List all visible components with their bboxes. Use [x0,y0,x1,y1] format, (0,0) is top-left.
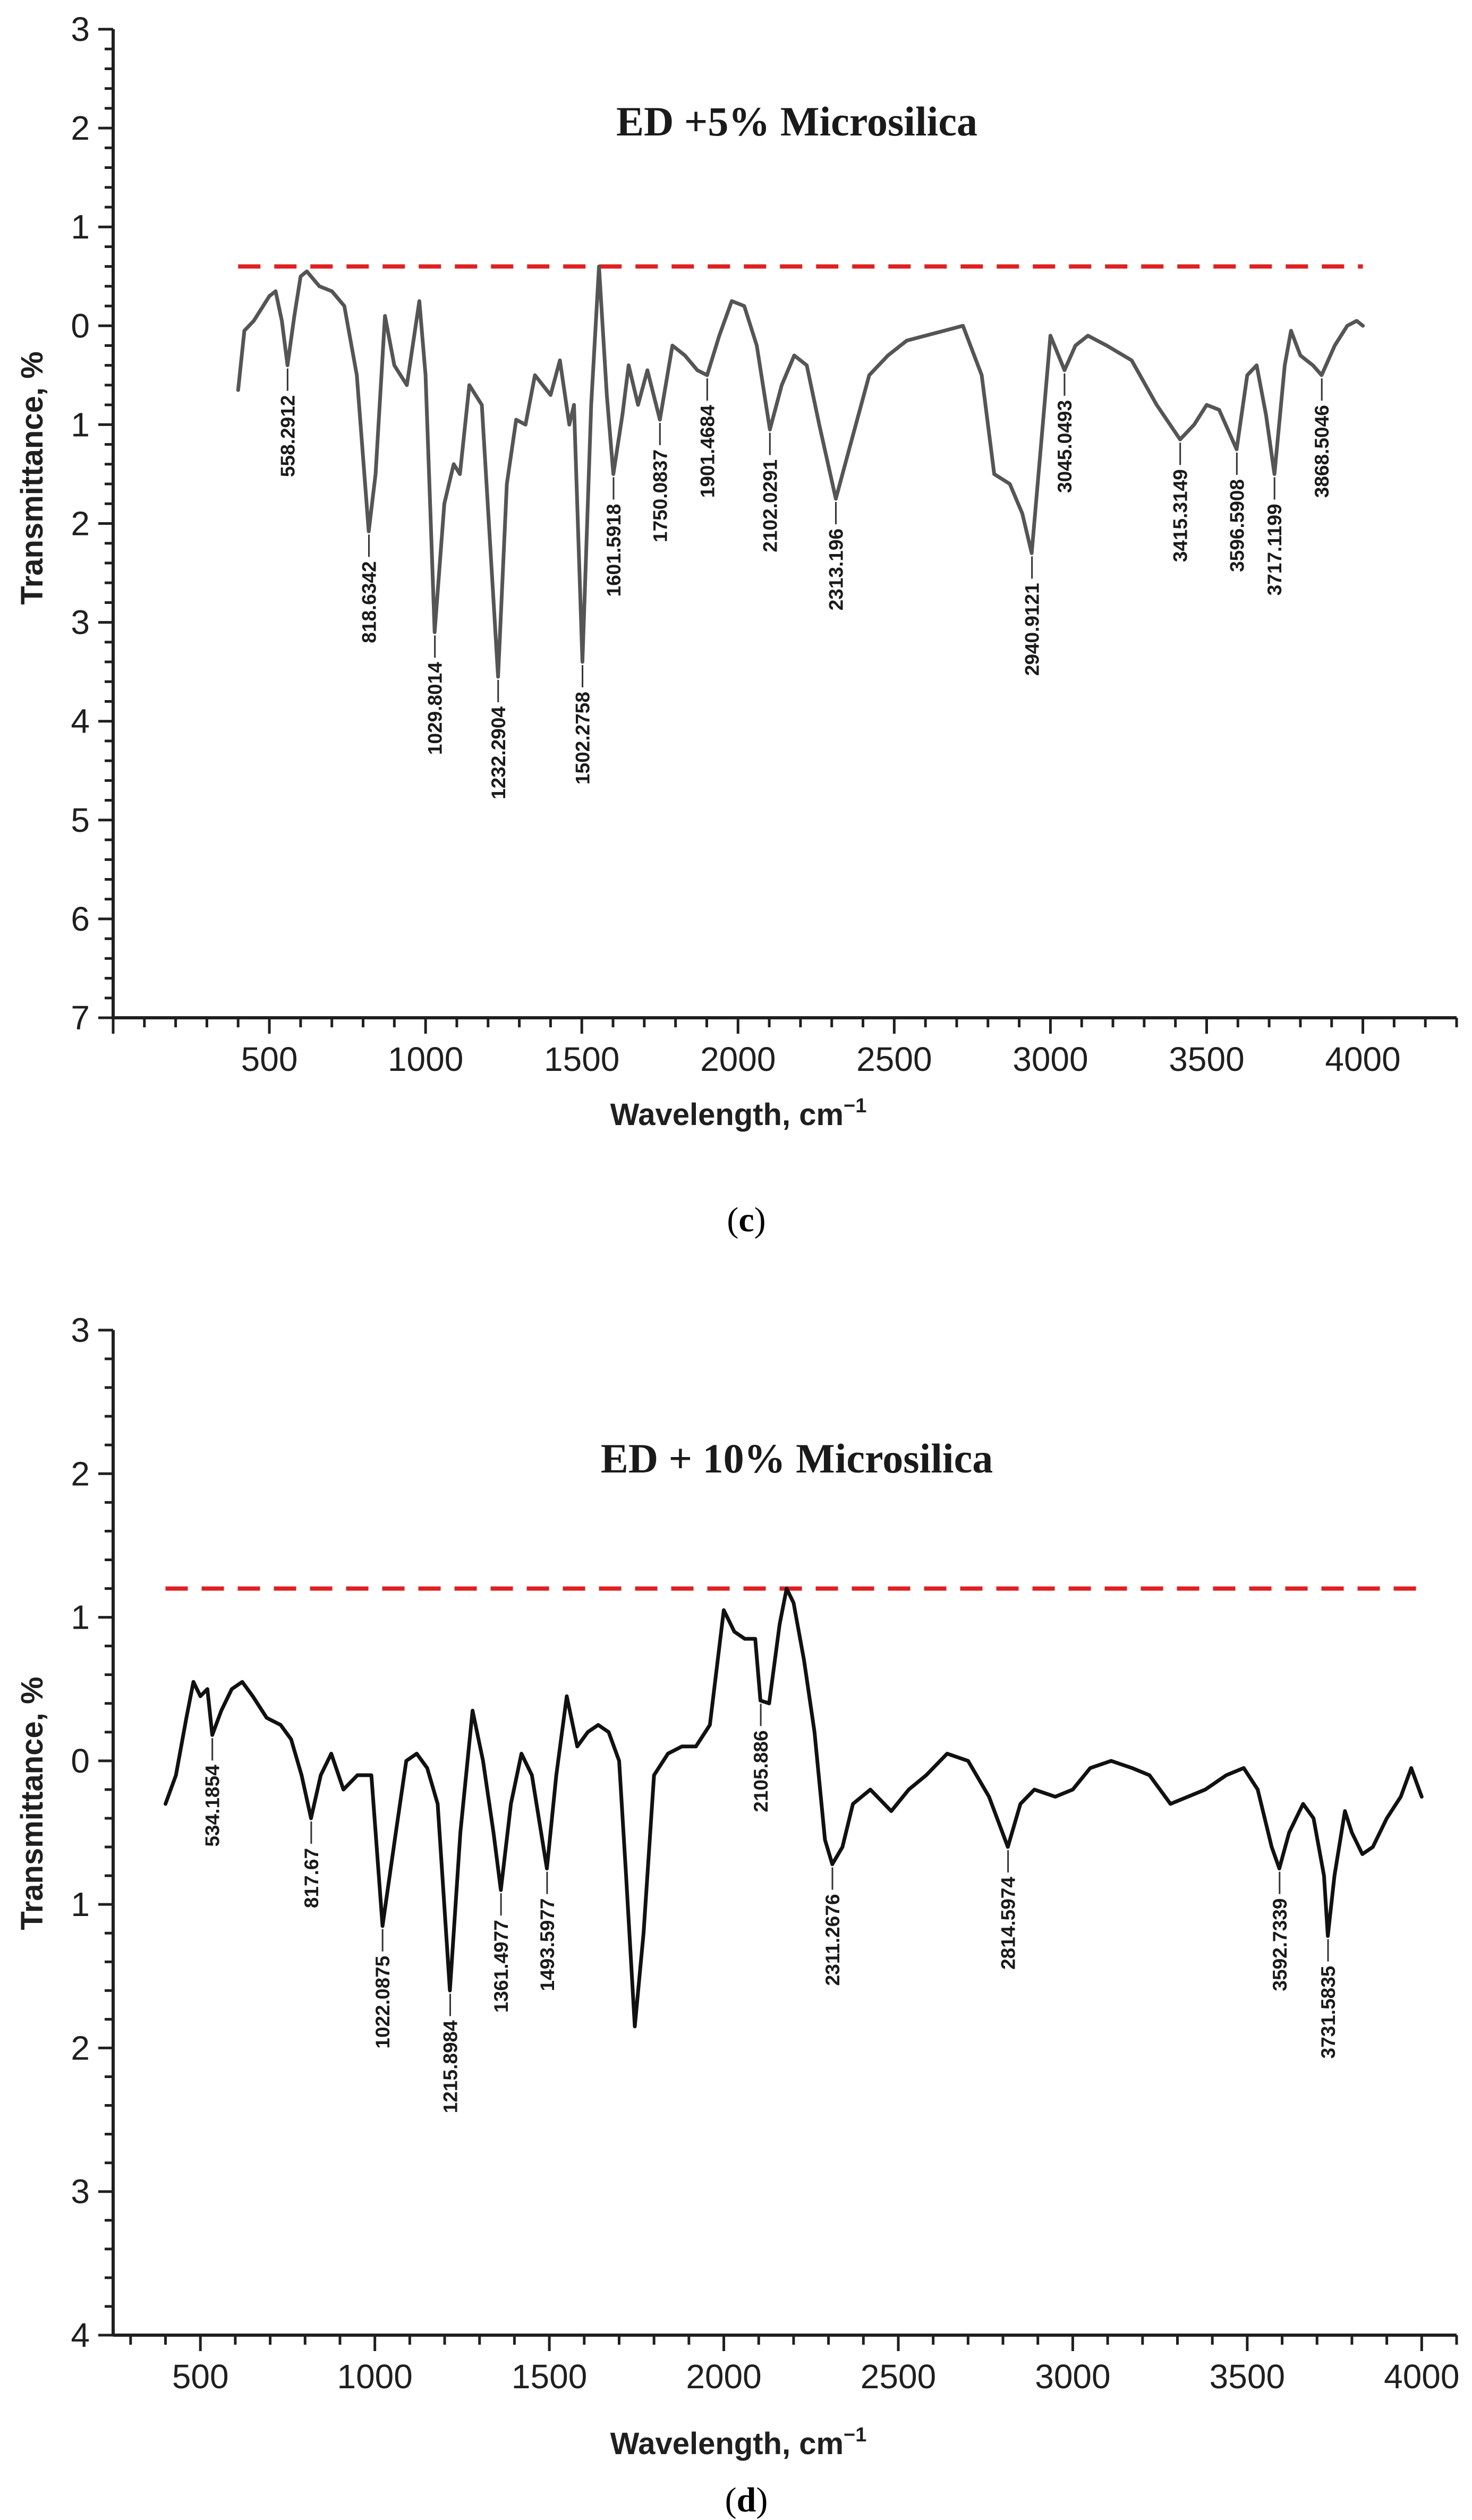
caption-open-d: ( [725,2481,737,2519]
y-tick-label: 1 [71,1598,90,1637]
peak-label: 3415.3149 [1170,469,1192,562]
x-tick-label: 3000 [1012,1040,1088,1078]
peak-label: 3045.0493 [1054,400,1076,493]
peak-annotations-c: 558.2912 818.6342 1029.8014 1232.2904 1502.2… [277,368,1333,799]
x-tick-label: 2000 [700,1040,776,1078]
peak-label: 3596.5908 [1226,479,1248,572]
caption-letter-d: d [737,2481,756,2519]
x-axis-label-c: Wavelength, cm−1 [610,1095,867,1132]
chart-title-d: ED + 10% Microsilica [601,1435,993,1482]
peak-label: 1361.4977 [490,1920,512,2013]
peak-label: 558.2912 [277,395,299,477]
y-tick-label: 3 [71,603,90,642]
peak-label: 1493.5977 [537,1898,558,1991]
peak-label: 2311.2676 [822,1894,844,1986]
peak-label: 3717.1199 [1264,504,1286,595]
peak-annotations-d: 534.1854 817.67 1022.0875 1215.8984 1361.497… [202,1704,1339,2113]
chart-title-c: ED +5% Microsilica [616,98,977,144]
y-tick-label: 5 [71,801,90,839]
y-tick-label: 3 [71,10,90,48]
x-tick-label: 4000 [1384,2357,1459,2396]
y-tick-label: 3 [71,2173,90,2211]
x-axis-label-text-d: Wavelength, cm [610,2427,844,2461]
caption-letter-c: c [738,1201,754,1239]
y-tick-label: 2 [71,1454,90,1493]
x-tick-label: 1000 [388,1040,463,1078]
x-tick-label: 1500 [544,1040,619,1078]
caption-close-d: ) [756,2481,768,2519]
peak-label: 1232.2904 [488,706,509,799]
y-tick-label: 1 [71,208,90,246]
y-tick-label: 7 [71,999,90,1037]
x-tick-label: 1500 [512,2357,587,2396]
panel-caption-c: (c) [727,1201,765,1239]
peak-label: 1022.0875 [372,1956,394,2049]
x-axis-label-text-c: Wavelength, cm [610,1097,844,1132]
x-tick-label: 4000 [1325,1040,1400,1078]
peak-label: 2105.886 [750,1730,772,1812]
axis-ticks-d: 3 2 1 0 1 2 3 4 500 1000 1500 2000 2500 3000 3500 4000 [71,1311,1459,2396]
peak-label: 1029.8014 [424,662,446,755]
caption-close-c: ) [754,1201,766,1239]
peak-label: 1215.8984 [439,2020,461,2113]
y-tick-label: 4 [71,702,90,740]
peak-label: 2814.5974 [998,1877,1019,1970]
y-tick-label: 0 [71,307,90,345]
x-axis-label-superscript-d: −1 [844,2424,866,2446]
spectrum-line-c [236,265,1365,679]
peak-label: 534.1854 [202,1765,224,1847]
y-tick-label: 4 [71,2316,90,2354]
x-tick-label: 2500 [861,2357,936,2396]
x-axis-label-superscript-c: −1 [844,1095,866,1117]
y-tick-label: 2 [71,109,90,147]
x-tick-label: 2000 [686,2357,761,2396]
x-tick-label: 3000 [1035,2357,1110,2396]
y-tick-label: 2 [71,505,90,543]
peak-label: 2102.0291 [759,459,781,552]
peak-label: 1601.5918 [603,504,625,597]
peak-label: 2940.9121 [1022,583,1043,676]
peak-label: 3592.7339 [1269,1898,1291,1991]
peak-label: 1750.0837 [649,449,671,542]
peak-label: 2313.196 [825,529,847,610]
y-tick-label: 6 [71,900,90,938]
panel-caption-d: (d) [725,2481,768,2519]
x-axis-label-d: Wavelength, cm−1 [610,2424,867,2461]
peak-label: 817.67 [301,1848,322,1908]
x-tick-label: 2500 [856,1040,932,1078]
y-tick-label: 1 [71,405,90,444]
caption-open-c: ( [727,1201,738,1239]
x-tick-label: 500 [172,2357,229,2396]
y-tick-label: 2 [71,2029,90,2067]
peak-label: 818.6342 [358,561,380,643]
peak-label: 1502.2758 [572,692,594,785]
y-axis-label-c: Transmittance, % [15,351,49,605]
peak-label: 1901.4684 [696,405,718,498]
y-tick-label: 0 [71,1742,90,1780]
x-tick-label: 3500 [1169,1040,1244,1078]
x-tick-label: 3500 [1210,2357,1285,2396]
x-tick-label: 1000 [337,2357,412,2396]
y-axis-label-d: Transmittance, % [15,1676,49,1930]
spectrum-line-d [164,1587,1424,2029]
peak-label: 3731.5835 [1317,1966,1339,2059]
chart-panel-d: ED + 10% Microsilica Transmittance, % Wa… [15,1311,1459,2519]
chart-panel-c: ED +5% Microsilica Transmittance, % Wave… [15,10,1458,1239]
x-tick-label: 500 [241,1040,298,1078]
y-tick-label: 3 [71,1311,90,1349]
peak-label: 3868.5046 [1311,405,1333,498]
y-tick-label: 1 [71,1885,90,1923]
axis-ticks-c: 3 2 1 0 1 2 3 4 5 6 7 500 1000 1500 2000 2500 3000 3500 40… [71,10,1458,1078]
